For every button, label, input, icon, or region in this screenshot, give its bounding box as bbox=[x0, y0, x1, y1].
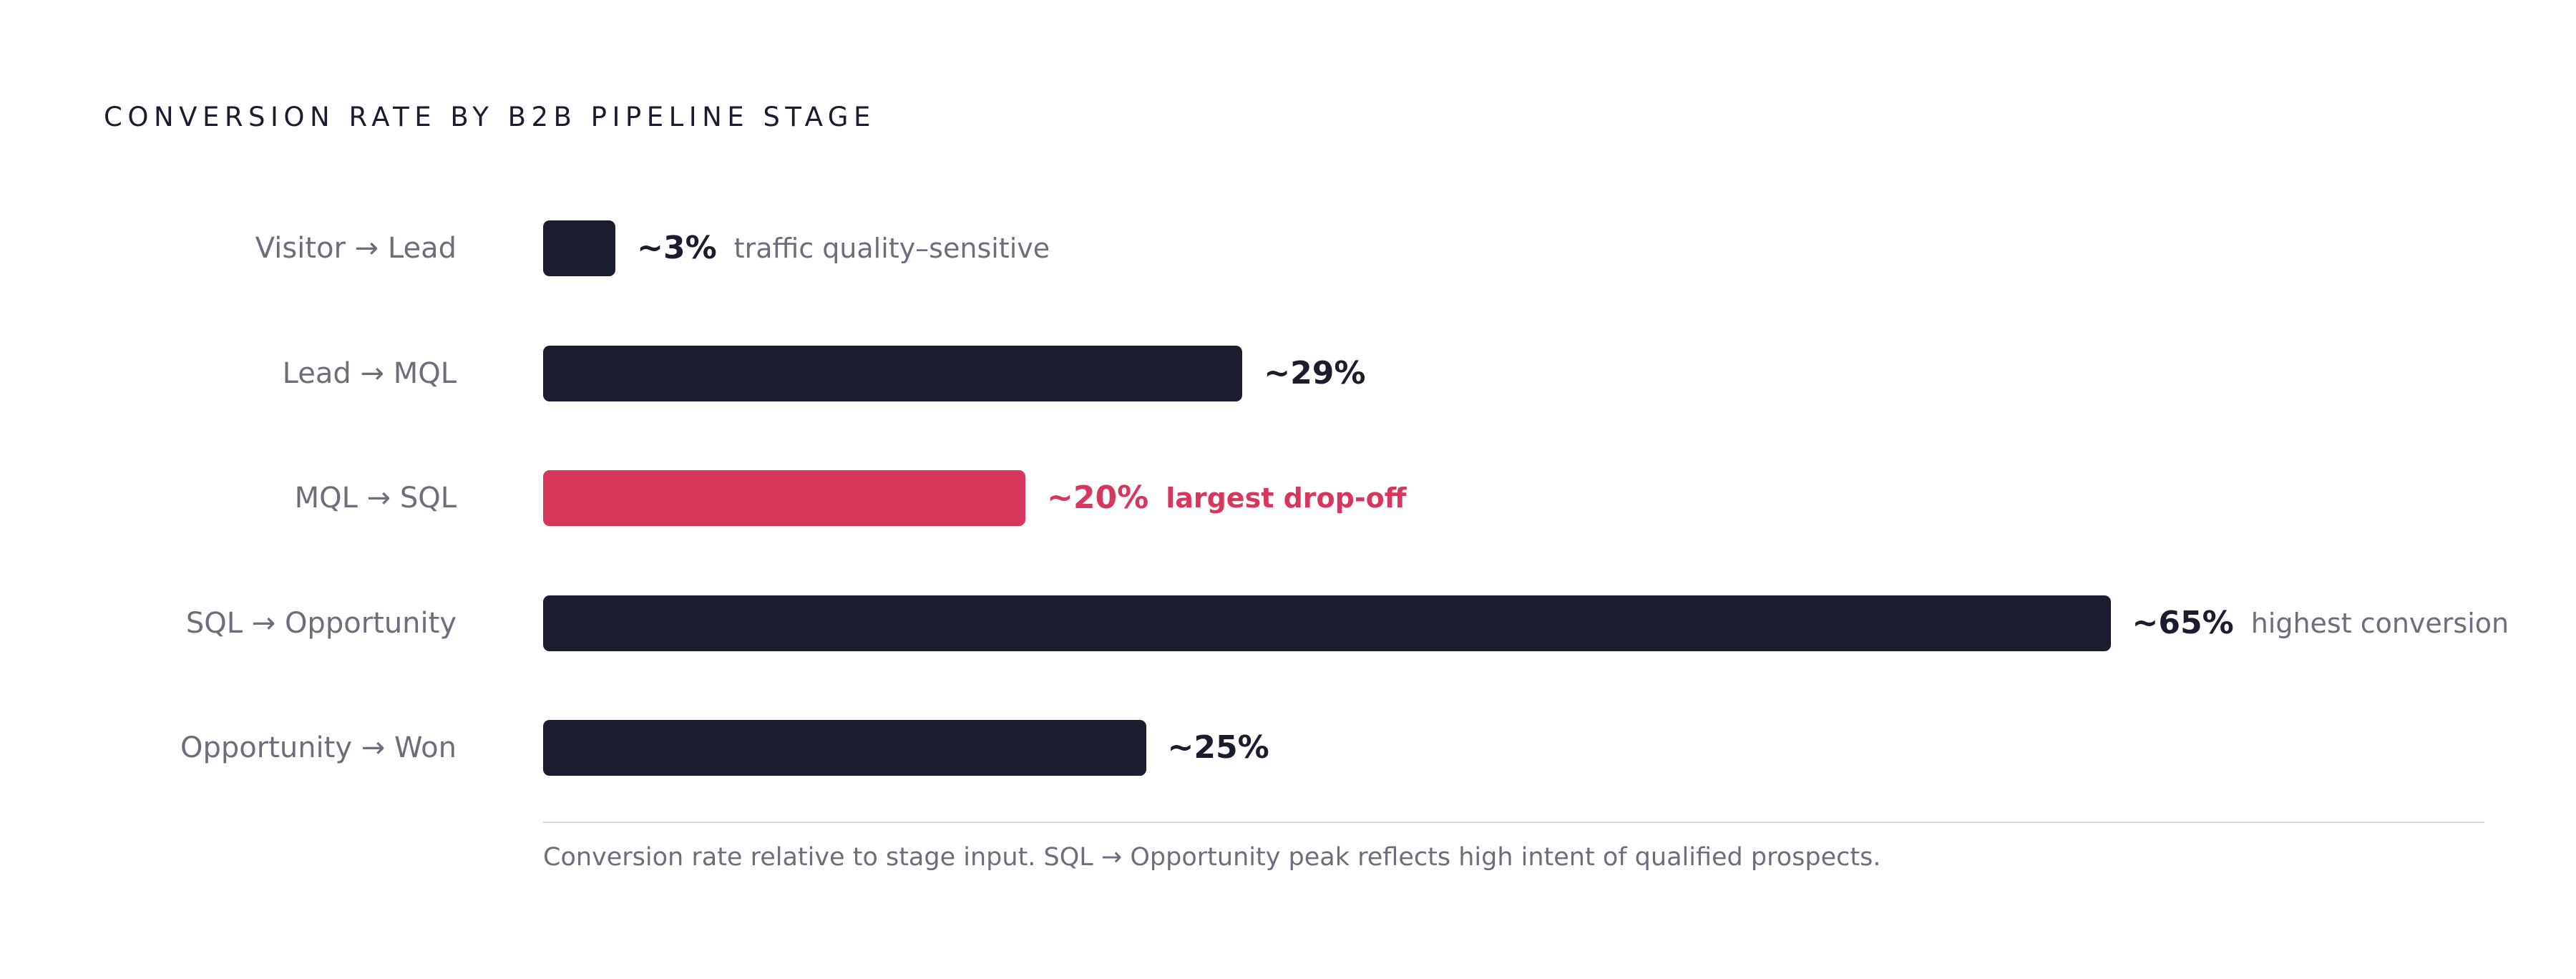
bar bbox=[543, 470, 1025, 526]
chart-footnote: Conversion rate relative to stage input.… bbox=[543, 843, 1881, 872]
annotation-label: largest drop-off bbox=[1166, 482, 1407, 514]
value-label: ~3% bbox=[637, 230, 717, 266]
chart-title: CONVERSION RATE BY B2B PIPELINE STAGE bbox=[104, 102, 876, 132]
category-label: SQL → Opportunity bbox=[185, 606, 457, 640]
value-label: ~29% bbox=[1264, 354, 1366, 391]
value-label: ~65% bbox=[2132, 604, 2234, 641]
category-label: Lead → MQL bbox=[282, 356, 457, 390]
annotation-label: traffic quality–sensitive bbox=[733, 233, 1050, 264]
value-label: ~25% bbox=[1167, 729, 1269, 766]
bar bbox=[543, 720, 1146, 776]
annotation-label: highest conversion bbox=[2250, 607, 2509, 639]
bar bbox=[543, 595, 2111, 651]
category-label: MQL → SQL bbox=[294, 482, 457, 515]
bar bbox=[543, 220, 616, 276]
axis-baseline bbox=[543, 822, 2484, 823]
bar bbox=[543, 345, 1243, 401]
category-label: Visitor → Lead bbox=[255, 232, 457, 265]
value-label: ~20% bbox=[1047, 479, 1149, 516]
category-label: Opportunity → Won bbox=[180, 731, 457, 764]
